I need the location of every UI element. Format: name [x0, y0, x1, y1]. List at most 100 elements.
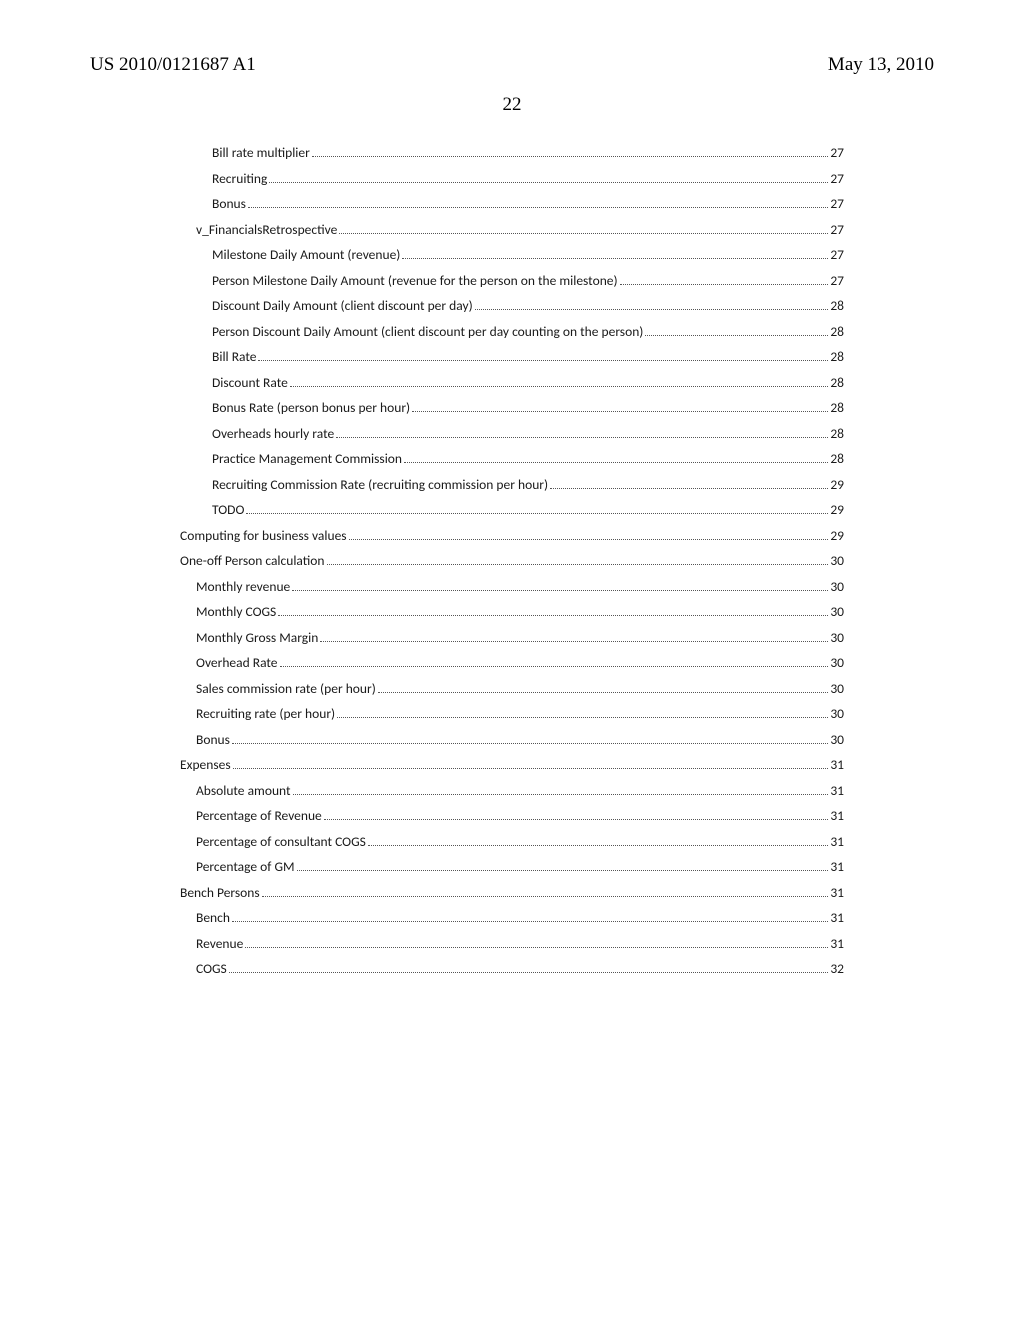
toc-entry: Bonus Rate (person bonus per hour)28 [180, 399, 844, 416]
toc-dot-leader [269, 182, 828, 183]
toc-entry-page: 29 [830, 527, 844, 544]
toc-entry-label: Absolute amount [196, 782, 291, 799]
toc-entry-label: Overheads hourly rate [212, 425, 334, 442]
table-of-contents: Bill rate multiplier27Recruiting27Bonus2… [180, 144, 844, 977]
toc-dot-leader [293, 794, 829, 795]
toc-entry-label: Monthly COGS [196, 603, 276, 620]
toc-entry-page: 27 [830, 170, 844, 187]
page-number: 22 [0, 94, 1024, 116]
toc-dot-leader [645, 335, 828, 336]
toc-entry-label: Overhead Rate [196, 654, 278, 671]
toc-entry-label: Bonus [212, 195, 246, 212]
toc-entry-page: 30 [830, 552, 844, 569]
toc-dot-leader [324, 819, 829, 820]
toc-entry: Bill Rate28 [180, 348, 844, 365]
toc-dot-leader [232, 743, 828, 744]
toc-entry: Expenses 31 [180, 756, 844, 773]
toc-dot-leader [246, 513, 828, 514]
toc-dot-leader [327, 564, 829, 565]
toc-entry: Recruiting Commission Rate (recruiting c… [180, 476, 844, 493]
page-header: US 2010/0121687 A1 May 13, 2010 [0, 0, 1024, 76]
toc-dot-leader [280, 666, 829, 667]
toc-entry-page: 27 [830, 144, 844, 161]
toc-entry-label: Expenses [180, 756, 231, 773]
toc-entry-label: COGS [196, 960, 227, 977]
header-right: May 13, 2010 [828, 54, 934, 76]
toc-dot-leader [412, 411, 828, 412]
toc-entry-page: 31 [830, 909, 844, 926]
toc-dot-leader [349, 539, 829, 540]
toc-entry: Bench Persons 31 [180, 884, 844, 901]
toc-entry-label: Bill rate multiplier [212, 144, 310, 161]
toc-entry-page: 31 [830, 756, 844, 773]
toc-entry-page: 28 [830, 297, 844, 314]
toc-entry-page: 30 [830, 629, 844, 646]
toc-entry-page: 28 [830, 399, 844, 416]
toc-entry-page: 27 [830, 221, 844, 238]
toc-dot-leader [233, 768, 829, 769]
toc-entry: Percentage of GM 31 [180, 858, 844, 875]
toc-entry: Sales commission rate (per hour)30 [180, 680, 844, 697]
toc-entry-label: Bench [196, 909, 230, 926]
toc-entry: Discount Daily Amount (client discount p… [180, 297, 844, 314]
toc-dot-leader [404, 462, 828, 463]
toc-dot-leader [336, 437, 828, 438]
toc-entry-label: Milestone Daily Amount (revenue) [212, 246, 400, 263]
toc-entry-label: Revenue [196, 935, 243, 952]
toc-dot-leader [262, 896, 829, 897]
toc-entry-page: 31 [830, 884, 844, 901]
toc-dot-leader [320, 641, 828, 642]
toc-entry-label: Percentage of GM [196, 858, 295, 875]
toc-entry-label: Person Milestone Daily Amount (revenue f… [212, 272, 618, 289]
toc-entry-page: 29 [830, 501, 844, 518]
header-left: US 2010/0121687 A1 [90, 54, 256, 76]
toc-entry-label: Monthly Gross Margin [196, 629, 318, 646]
toc-entry-label: Percentage of Revenue [196, 807, 322, 824]
toc-entry: Recruiting27 [180, 170, 844, 187]
toc-entry-label: v_FinancialsRetrospective [196, 221, 337, 238]
toc-dot-leader [312, 156, 828, 157]
toc-dot-leader [337, 717, 828, 718]
toc-dot-leader [378, 692, 829, 693]
toc-entry-page: 27 [830, 246, 844, 263]
toc-entry-page: 30 [830, 578, 844, 595]
toc-entry-label: Bench Persons [180, 884, 260, 901]
toc-dot-leader [292, 590, 828, 591]
toc-dot-leader [229, 972, 829, 973]
toc-entry: Percentage of consultant COGS31 [180, 833, 844, 850]
toc-entry-page: 27 [830, 195, 844, 212]
toc-entry-page: 30 [830, 654, 844, 671]
toc-entry: Bench 31 [180, 909, 844, 926]
toc-entry: Person Milestone Daily Amount (revenue f… [180, 272, 844, 289]
toc-entry-page: 31 [830, 935, 844, 952]
toc-entry-page: 28 [830, 323, 844, 340]
toc-dot-leader [339, 233, 828, 234]
toc-entry: Bonus30 [180, 731, 844, 748]
toc-entry-label: TODO [212, 501, 244, 518]
toc-entry-page: 30 [830, 680, 844, 697]
toc-dot-leader [620, 284, 829, 285]
toc-entry: Overheads hourly rate28 [180, 425, 844, 442]
toc-entry: One-off Person calculation 30 [180, 552, 844, 569]
toc-dot-leader [475, 309, 829, 310]
toc-entry-label: Computing for business values [180, 527, 347, 544]
toc-entry: v_FinancialsRetrospective 27 [180, 221, 844, 238]
toc-entry-page: 27 [830, 272, 844, 289]
toc-entry-label: One-off Person calculation [180, 552, 325, 569]
toc-entry-page: 32 [830, 960, 844, 977]
toc-entry: Recruiting rate (per hour)30 [180, 705, 844, 722]
toc-entry-page: 31 [830, 807, 844, 824]
toc-entry-label: Monthly revenue [196, 578, 290, 595]
toc-entry: Absolute amount31 [180, 782, 844, 799]
toc-entry: Monthly COGS30 [180, 603, 844, 620]
toc-dot-leader [402, 258, 828, 259]
toc-dot-leader [297, 870, 829, 871]
toc-entry-label: Discount Rate [212, 374, 288, 391]
toc-entry-label: Recruiting Commission Rate (recruiting c… [212, 476, 548, 493]
toc-entry-page: 31 [830, 858, 844, 875]
toc-entry-label: Percentage of consultant COGS [196, 833, 366, 850]
toc-dot-leader [368, 845, 828, 846]
toc-entry: Monthly Gross Margin 30 [180, 629, 844, 646]
toc-entry: Computing for business values 29 [180, 527, 844, 544]
toc-entry-label: Person Discount Daily Amount (client dis… [212, 323, 643, 340]
